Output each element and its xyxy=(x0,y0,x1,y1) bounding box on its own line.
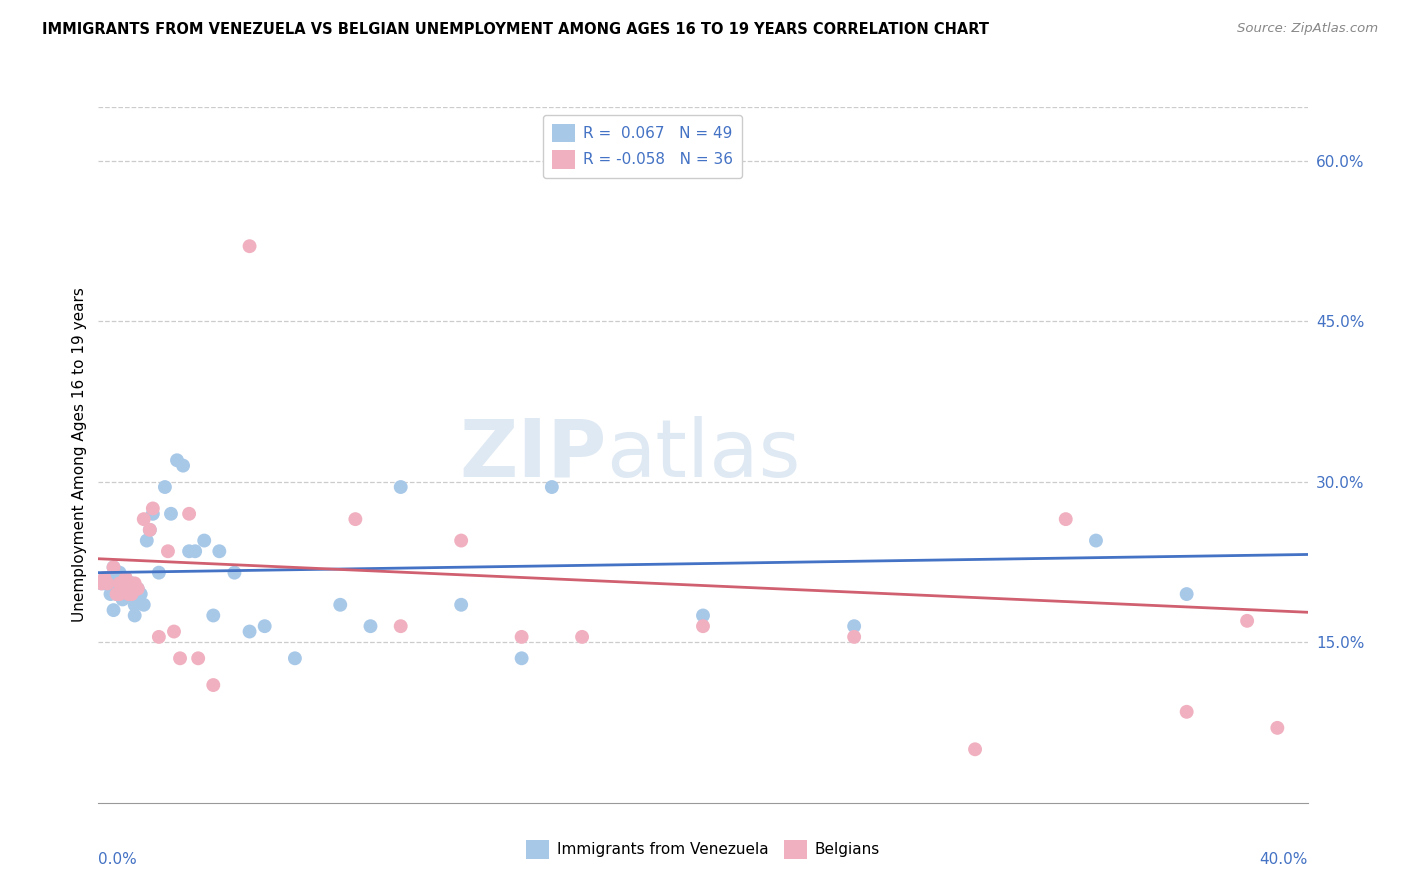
Point xyxy=(90,576,112,591)
Point xyxy=(108,587,131,601)
Point xyxy=(105,587,128,601)
Point xyxy=(202,678,225,692)
Point xyxy=(124,598,146,612)
Point xyxy=(510,630,533,644)
Point xyxy=(100,587,122,601)
Text: 40.0%: 40.0% xyxy=(1260,852,1308,866)
Point xyxy=(121,576,143,591)
Point xyxy=(96,576,118,591)
Point xyxy=(239,624,262,639)
Point xyxy=(844,619,866,633)
Point xyxy=(118,576,141,591)
Point xyxy=(202,608,225,623)
Point xyxy=(1054,512,1077,526)
Point xyxy=(103,560,125,574)
Point xyxy=(344,512,367,526)
Point xyxy=(389,480,412,494)
Text: 0.0%: 0.0% xyxy=(98,852,138,866)
Point xyxy=(253,619,276,633)
Point xyxy=(193,533,215,548)
Point xyxy=(148,566,170,580)
Point xyxy=(169,651,191,665)
Point xyxy=(1085,533,1108,548)
Text: atlas: atlas xyxy=(606,416,800,494)
Point xyxy=(156,544,179,558)
Point xyxy=(208,544,231,558)
Point xyxy=(148,630,170,644)
Point xyxy=(129,587,152,601)
Point xyxy=(132,598,155,612)
Point xyxy=(142,507,165,521)
Point xyxy=(160,507,183,521)
Point xyxy=(692,608,714,623)
Point xyxy=(127,582,149,596)
Point xyxy=(105,566,128,580)
Point xyxy=(184,544,207,558)
Text: IMMIGRANTS FROM VENEZUELA VS BELGIAN UNEMPLOYMENT AMONG AGES 16 TO 19 YEARS CORR: IMMIGRANTS FROM VENEZUELA VS BELGIAN UNE… xyxy=(42,22,990,37)
Point xyxy=(450,533,472,548)
Point xyxy=(96,571,118,585)
Point xyxy=(114,571,136,585)
Point xyxy=(105,587,128,601)
Point xyxy=(179,544,201,558)
Point xyxy=(108,566,131,580)
Point xyxy=(360,619,382,633)
Point xyxy=(124,608,146,623)
Point xyxy=(163,624,186,639)
Point xyxy=(114,582,136,596)
Point xyxy=(124,576,146,591)
Point xyxy=(108,576,131,591)
Point xyxy=(93,576,115,591)
Point xyxy=(118,587,141,601)
Point xyxy=(510,651,533,665)
Point xyxy=(965,742,987,756)
Point xyxy=(284,651,307,665)
Point xyxy=(90,576,112,591)
Text: ZIP: ZIP xyxy=(458,416,606,494)
Point xyxy=(153,480,176,494)
Point xyxy=(224,566,246,580)
Point xyxy=(103,560,125,574)
Point xyxy=(132,512,155,526)
Point xyxy=(118,587,141,601)
Point xyxy=(139,523,162,537)
Point xyxy=(329,598,352,612)
Point xyxy=(93,571,115,585)
Point xyxy=(114,571,136,585)
Point xyxy=(111,582,134,596)
Point xyxy=(844,630,866,644)
Point xyxy=(103,603,125,617)
Point xyxy=(450,598,472,612)
Point xyxy=(127,582,149,596)
Point xyxy=(111,576,134,591)
Text: Source: ZipAtlas.com: Source: ZipAtlas.com xyxy=(1237,22,1378,36)
Point xyxy=(1175,705,1198,719)
Legend: Immigrants from Venezuela, Belgians: Immigrants from Venezuela, Belgians xyxy=(520,834,886,864)
Point xyxy=(135,533,157,548)
Point xyxy=(1175,587,1198,601)
Point xyxy=(239,239,262,253)
Point xyxy=(139,523,162,537)
Point xyxy=(108,582,131,596)
Point xyxy=(1236,614,1258,628)
Point xyxy=(571,630,593,644)
Point xyxy=(1267,721,1289,735)
Point xyxy=(166,453,188,467)
Point xyxy=(142,501,165,516)
Point xyxy=(692,619,714,633)
Point xyxy=(111,592,134,607)
Point xyxy=(179,507,201,521)
Point xyxy=(121,587,143,601)
Point xyxy=(172,458,194,473)
Point xyxy=(187,651,209,665)
Point xyxy=(389,619,412,633)
Point xyxy=(540,480,562,494)
Y-axis label: Unemployment Among Ages 16 to 19 years: Unemployment Among Ages 16 to 19 years xyxy=(72,287,87,623)
